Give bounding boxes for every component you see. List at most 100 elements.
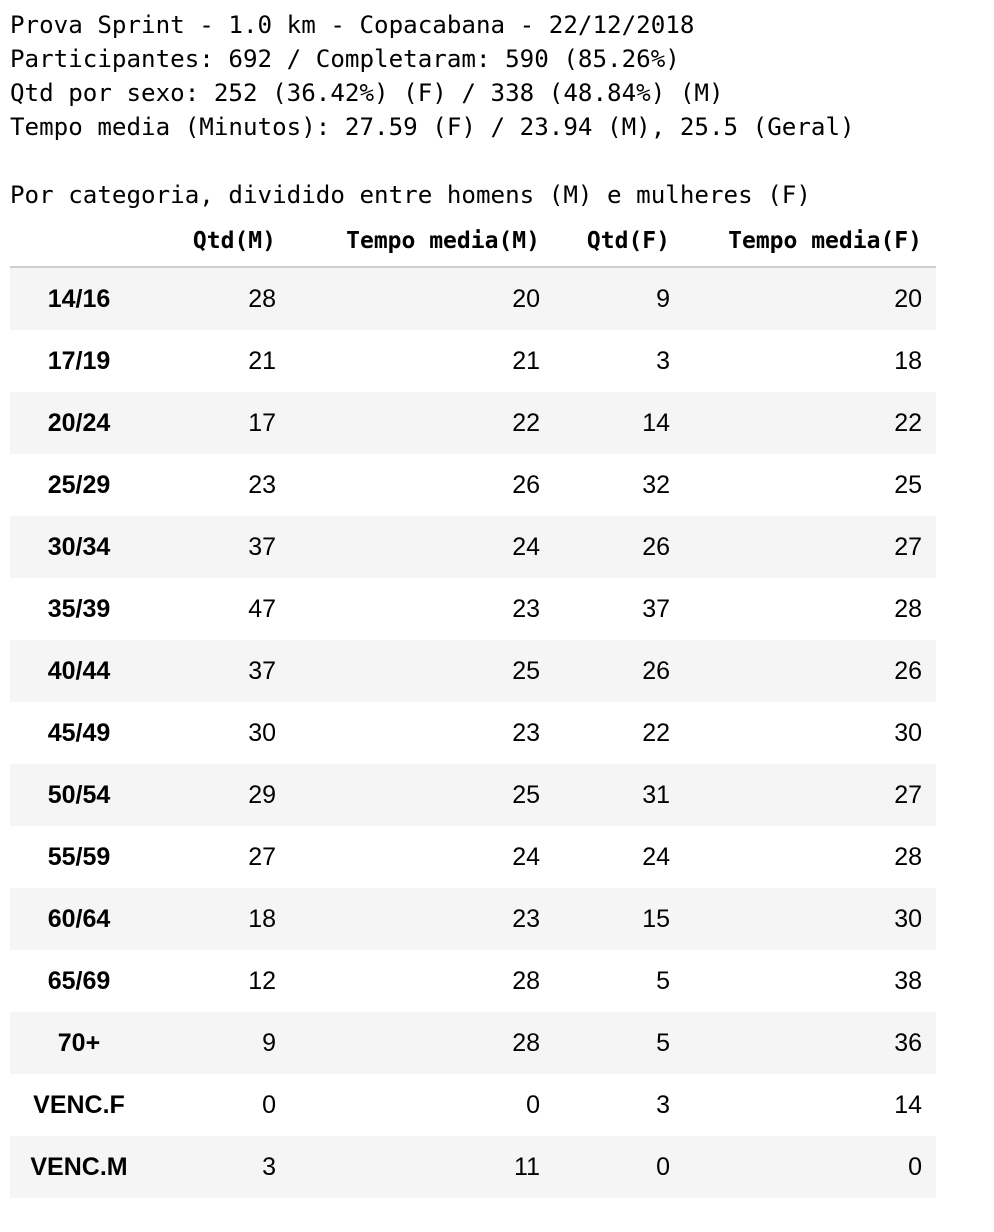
cell-qtd-f: 26 [642,656,670,685]
cell-tempo-m: 23 [512,594,540,623]
cell-qtd-f: 3 [656,346,670,375]
cell-qtd-m: 28 [248,284,276,313]
participants-line: Participantes: 692 / Completaram: 590 (8… [10,45,680,73]
header-row: Qtd(M) Tempo media(M) Qtd(F) Tempo media… [10,216,936,268]
row-category: 65/69 [47,966,111,995]
row-category: 20/24 [47,408,111,437]
column-header-tempo-f: Tempo media(F) [684,216,936,268]
cell-qtd-m: 37 [248,532,276,561]
cell-qtd-f: 32 [642,470,670,499]
blank-line [10,144,990,178]
cell-qtd-f: 5 [656,1028,670,1057]
cell-tempo-f: 26 [894,656,922,685]
cell-qtd-f: 0 [656,1152,670,1181]
cell-tempo-f: 18 [894,346,922,375]
cell-tempo-m: 22 [512,408,540,437]
cell-qtd-m: 3 [262,1152,276,1181]
cell-tempo-f: 28 [894,594,922,623]
row-category: VENC.F [33,1090,125,1119]
cell-qtd-f: 3 [656,1090,670,1119]
cell-qtd-f: 9 [656,284,670,313]
column-header-tempo-m: Tempo media(M) [290,216,554,268]
cell-qtd-f: 14 [642,408,670,437]
race-title-line: Prova Sprint - 1.0 km - Copacabana - 22/… [10,11,695,39]
average-time-line: Tempo media (Minutos): 27.59 (F) / 23.94… [10,113,855,141]
cell-tempo-m: 0 [526,1090,540,1119]
cell-qtd-m: 47 [248,594,276,623]
cell-qtd-f: 37 [642,594,670,623]
table-row: 20/24 17 22 14 22 [10,392,936,454]
row-category: 55/59 [47,842,111,871]
table-header: Qtd(M) Tempo media(M) Qtd(F) Tempo media… [10,216,936,268]
table-row: VENC.F 0 0 3 14 [10,1074,936,1136]
cell-tempo-f: 36 [894,1028,922,1057]
row-category: 30/34 [47,532,111,561]
cell-qtd-m: 21 [248,346,276,375]
table-row: 45/49 30 23 22 30 [10,702,936,764]
cell-qtd-m: 30 [248,718,276,747]
cell-qtd-m: 18 [248,904,276,933]
cell-tempo-f: 27 [894,780,922,809]
table-row: 17/19 21 21 3 18 [10,330,936,392]
cell-tempo-m: 28 [512,966,540,995]
cell-qtd-m: 27 [248,842,276,871]
cell-tempo-m: 24 [512,532,540,561]
cell-qtd-m: 23 [248,470,276,499]
cell-qtd-m: 37 [248,656,276,685]
cell-tempo-f: 27 [894,532,922,561]
cell-qtd-f: 26 [642,532,670,561]
row-category: 35/39 [47,594,111,623]
row-category: 17/19 [47,346,111,375]
cell-qtd-m: 9 [262,1028,276,1057]
cell-tempo-m: 23 [512,904,540,933]
cell-tempo-m: 20 [512,284,540,313]
table-row: 14/16 28 20 9 20 [10,267,936,330]
table-row: 50/54 29 25 31 27 [10,764,936,826]
table-row: 40/44 37 25 26 26 [10,640,936,702]
cell-tempo-f: 25 [894,470,922,499]
row-category: 14/16 [47,284,111,313]
category-caption: Por categoria, dividido entre homens (M)… [10,181,811,209]
row-category: 40/44 [47,656,111,685]
row-category: 60/64 [47,904,111,933]
category-table: Qtd(M) Tempo media(M) Qtd(F) Tempo media… [10,216,936,1198]
cell-qtd-f: 22 [642,718,670,747]
index-header [10,216,148,268]
table-row: VENC.M 3 11 0 0 [10,1136,936,1198]
cell-tempo-m: 25 [512,656,540,685]
cell-tempo-m: 23 [512,718,540,747]
table-row: 65/69 12 28 5 38 [10,950,936,1012]
cell-tempo-m: 28 [512,1028,540,1057]
cell-tempo-m: 11 [514,1152,540,1181]
row-category: 70+ [57,1028,101,1057]
table-row: 25/29 23 26 32 25 [10,454,936,516]
cell-qtd-f: 24 [642,842,670,871]
row-category: VENC.M [30,1152,128,1181]
row-category: 50/54 [47,780,111,809]
cell-tempo-m: 25 [512,780,540,809]
cell-qtd-f: 15 [642,904,670,933]
cell-qtd-m: 29 [248,780,276,809]
cell-qtd-m: 0 [262,1090,276,1119]
cell-tempo-f: 30 [894,718,922,747]
column-header-qtd-m: Qtd(M) [148,216,290,268]
gender-count-line: Qtd por sexo: 252 (36.42%) (F) / 338 (48… [10,79,724,107]
cell-tempo-f: 38 [894,966,922,995]
table-row: 60/64 18 23 15 30 [10,888,936,950]
cell-tempo-f: 0 [908,1152,922,1181]
table-body: 14/16 28 20 9 20 17/19 21 21 3 18 20/24 17 22 14 22 25/… [10,267,936,1198]
table-row: 30/34 37 24 26 27 [10,516,936,578]
cell-tempo-f: 14 [894,1090,922,1119]
notebook-output: Prova Sprint - 1.0 km - Copacabana - 22/… [10,8,990,1198]
cell-tempo-m: 24 [512,842,540,871]
cell-qtd-f: 5 [656,966,670,995]
table-row: 35/39 47 23 37 28 [10,578,936,640]
column-header-qtd-f: Qtd(F) [554,216,684,268]
cell-tempo-m: 26 [512,470,540,499]
cell-tempo-f: 28 [894,842,922,871]
cell-tempo-f: 30 [894,904,922,933]
row-category: 45/49 [47,718,111,747]
cell-tempo-f: 20 [894,284,922,313]
row-category: 25/29 [47,470,111,499]
cell-tempo-f: 22 [894,408,922,437]
